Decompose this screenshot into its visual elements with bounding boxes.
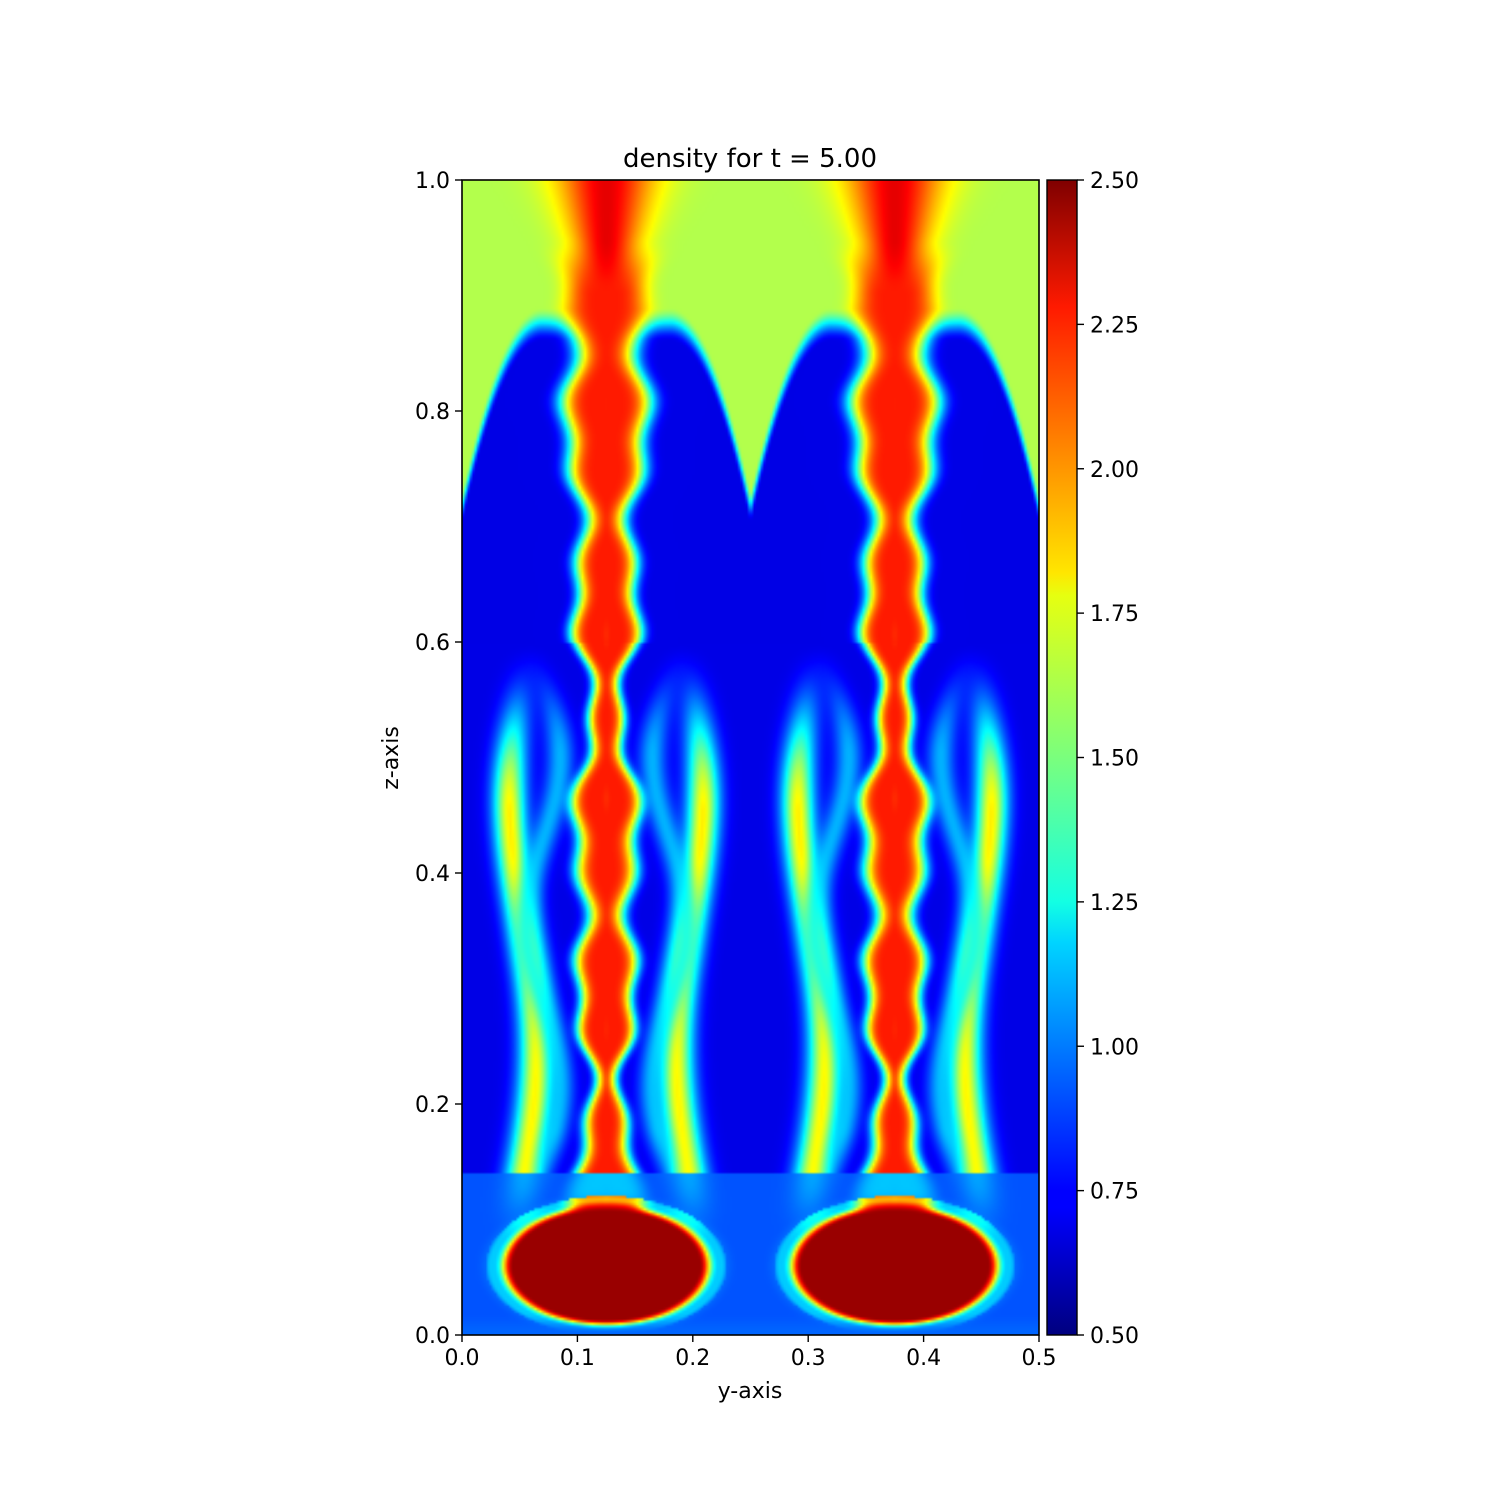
y-tick-label: 0.4 xyxy=(415,862,450,887)
colorbar-tick-label: 0.50 xyxy=(1090,1324,1139,1349)
x-tick-label: 0.2 xyxy=(675,1346,710,1371)
y-tick-label: 1.0 xyxy=(415,169,450,194)
y-tick-label: 0.0 xyxy=(415,1324,450,1349)
density-field-image xyxy=(462,180,1039,1335)
colorbar-tick-label: 1.75 xyxy=(1090,602,1139,627)
colorbar-tick-label: 1.50 xyxy=(1090,747,1139,772)
colorbar-tick-label: 0.75 xyxy=(1090,1180,1139,1205)
colorbar: 0.50 0.75 1.00 1.25 1.50 1.75 2.00 2.25 2.50 xyxy=(1046,169,1139,1349)
x-axis-label: y-axis xyxy=(718,1379,783,1404)
y-axis-ticks: 0.0 0.2 0.4 0.6 0.8 1.0 xyxy=(415,169,462,1349)
x-tick-label: 0.5 xyxy=(1022,1346,1057,1371)
colorbar-tick-label: 2.25 xyxy=(1090,313,1139,338)
y-tick-label: 0.2 xyxy=(415,1093,450,1118)
chart-title: density for t = 5.00 xyxy=(623,144,877,174)
x-tick-label: 0.3 xyxy=(791,1346,826,1371)
x-tick-label: 0.4 xyxy=(906,1346,941,1371)
colorbar-tick-label: 1.25 xyxy=(1090,891,1139,916)
x-tick-label: 0.0 xyxy=(445,1346,480,1371)
y-axis-label: z-axis xyxy=(379,726,404,790)
colorbar-gradient xyxy=(1046,179,1078,1336)
y-tick-label: 0.8 xyxy=(415,400,450,425)
plot-frame xyxy=(461,179,1040,1336)
heatmap-area xyxy=(461,179,1040,1336)
colorbar-ticks: 0.50 0.75 1.00 1.25 1.50 1.75 2.00 2.25 2.50 xyxy=(1077,169,1139,1349)
colorbar-tick-label: 2.00 xyxy=(1090,458,1139,483)
x-tick-label: 0.1 xyxy=(560,1346,595,1371)
x-axis-ticks: 0.0 0.1 0.2 0.3 0.4 0.5 xyxy=(445,1335,1057,1371)
y-tick-label: 0.6 xyxy=(415,631,450,656)
colorbar-tick-label: 1.00 xyxy=(1090,1035,1139,1060)
colorbar-tick-label: 2.50 xyxy=(1090,169,1139,194)
